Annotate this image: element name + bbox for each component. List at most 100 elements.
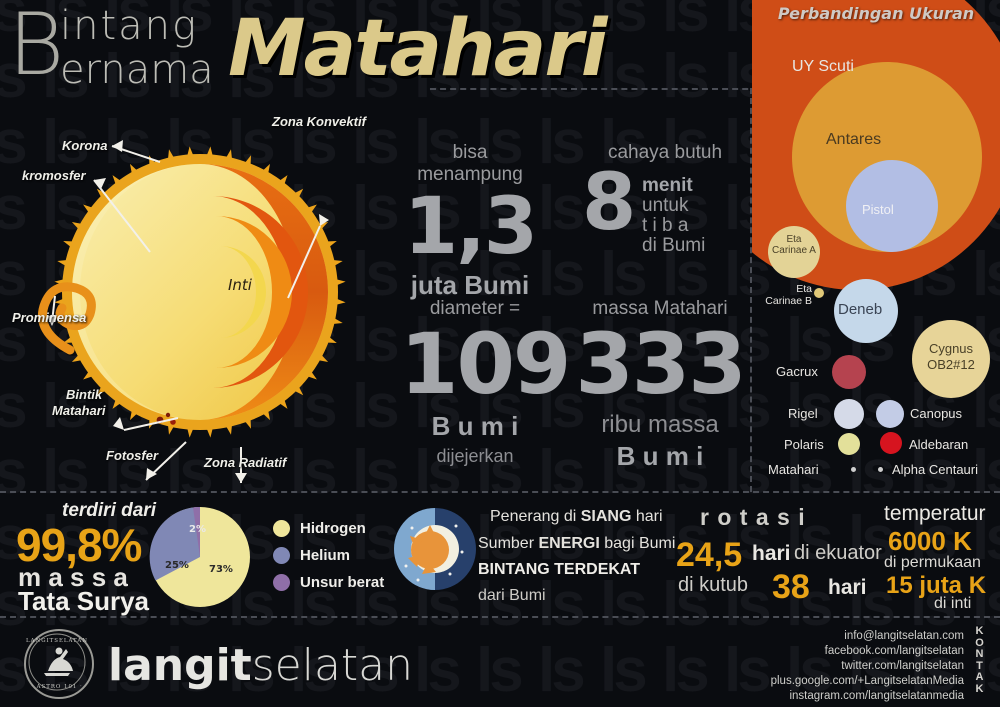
sun-label-kromosfer: kromosfer bbox=[22, 168, 86, 183]
legend-dot-hidrogen bbox=[273, 520, 290, 537]
temperature-title: temperatur bbox=[884, 502, 986, 525]
star-panel-title: Perbandingan Ukuran bbox=[777, 4, 975, 23]
title-line-bintang: intang bbox=[60, 3, 199, 49]
role-line-2: Sumber ENERGI bagi Bumi bbox=[478, 535, 675, 553]
stat-diameter-value: 109 bbox=[400, 315, 571, 413]
divider-star-panel bbox=[750, 88, 752, 492]
logo-badge-top-text: LANGITSELATAN bbox=[26, 638, 88, 644]
composition-caption: terdiri dari bbox=[62, 500, 156, 521]
sun-label-fotosfer: Fotosfer bbox=[106, 448, 158, 463]
brand-langit: langit bbox=[108, 640, 252, 691]
header: B intang ernama Matahari bbox=[0, 0, 750, 94]
contact-twitter[interactable]: twitter.com/langitselatan bbox=[841, 660, 964, 672]
role-2a: Sumber bbox=[478, 535, 539, 552]
stat-light-value: 8 bbox=[582, 158, 636, 248]
legend-dot-helium bbox=[273, 547, 290, 564]
legend-label-unsur-berat: Unsur berat bbox=[300, 574, 385, 591]
temperature-core-value: 15 juta K bbox=[886, 572, 987, 599]
star-circle-polaris bbox=[838, 433, 860, 455]
sun-label-prominensa: Prominensa bbox=[12, 310, 87, 325]
rotation-title: r o t a s i bbox=[700, 504, 806, 530]
legend-label-helium: Helium bbox=[300, 547, 351, 564]
star-circle-cygnus-ob2 bbox=[912, 320, 990, 398]
role-line-4: dari Bumi bbox=[478, 587, 546, 604]
star-label-gacrux: Gacrux bbox=[776, 364, 818, 379]
stat-diameter-sub2: dijejerkan bbox=[436, 445, 514, 466]
star-circle-eta-carinae-a bbox=[768, 226, 820, 278]
eta-a-line1: Eta bbox=[786, 234, 802, 245]
contact-googleplus[interactable]: plus.google.com/+LangitselatanMedia bbox=[770, 675, 964, 687]
star-circle-canopus bbox=[876, 400, 904, 428]
stat-mass-caption: massa Matahari bbox=[592, 298, 728, 319]
star-label-pistol: Pistol bbox=[862, 202, 894, 217]
stat-light-caption: cahaya butuh bbox=[607, 142, 723, 163]
star-label-eta-carinae-a: Eta Carinae A bbox=[768, 234, 820, 256]
brand-wordmark: langitselatan bbox=[108, 640, 413, 691]
stat-mass-value: 333 bbox=[575, 315, 746, 413]
star-size-comparison-panel: Perbandingan Ukuran UY Scuti Antares Pis… bbox=[752, 0, 1000, 492]
role-1a: Penerang di bbox=[490, 508, 581, 525]
sun-label-bintik-1: Bintik bbox=[66, 387, 103, 402]
contact-email[interactable]: info@langitselatan.com bbox=[844, 630, 964, 642]
sun-cutaway-diagram: Inti Korona kromosfer Prominensa Bintik … bbox=[0, 100, 390, 485]
stat-light-l2: untuk bbox=[642, 195, 689, 216]
eta-b-line1: Eta bbox=[796, 283, 812, 295]
star-label-uy-scuti: UY Scuti bbox=[792, 58, 854, 75]
stat-capacity-caption: bisa menampung bbox=[417, 142, 523, 185]
temperature-core-where: di inti bbox=[934, 595, 972, 612]
star-label-alpha-centauri: Alpha Centauri bbox=[892, 462, 978, 477]
stat-light-l1: menit bbox=[642, 175, 693, 196]
stat-light-l3: t i b a bbox=[642, 215, 689, 236]
composition-line2: m a s s a bbox=[18, 562, 128, 592]
stat-light-time: cahaya butuh 8 menit untuk t i b a di Bu… bbox=[580, 142, 750, 274]
eta-b-line2: Carinae B bbox=[765, 295, 812, 307]
stat-capacity-sub: juta Bumi bbox=[410, 269, 530, 300]
stat-mass: massa Matahari 333 ribu massa B u m i bbox=[570, 298, 750, 472]
divider-bottom-band bbox=[0, 491, 1000, 493]
logo-badge-art: LANGITSELATAN · ASTRO 101 · bbox=[26, 633, 88, 691]
role-1c: hari bbox=[631, 508, 663, 525]
star-label-matahari: Matahari bbox=[768, 462, 819, 477]
contact-instagram[interactable]: instagram.com/langitselatanmedia bbox=[789, 690, 964, 702]
stat-mass-sub: B u m i bbox=[616, 440, 704, 471]
sun-label-inti: Inti bbox=[228, 276, 253, 294]
star-circle-alpha-centauri bbox=[878, 467, 883, 472]
star-circle-eta-carinae-b bbox=[814, 288, 824, 298]
stat-capacity-value: 1,3 bbox=[403, 182, 538, 272]
rotation-polar-value: 24,5 bbox=[676, 536, 743, 574]
star-label-aldebaran: Aldebaran bbox=[909, 437, 969, 452]
sun-illustration: Inti bbox=[38, 140, 346, 483]
logo-badge-bottom-text: · ASTRO 101 · bbox=[31, 684, 83, 690]
stat-capacity: bisa menampung 1,3 juta Bumi bbox=[400, 142, 540, 301]
star-circle-gacrux bbox=[832, 355, 866, 389]
role-2b: ENERGI bbox=[538, 535, 600, 552]
composition-percent: 99,8% bbox=[16, 519, 142, 571]
composition-pie-chart: 73% 25% 2% bbox=[149, 506, 250, 607]
composition-line3: Tata Surya bbox=[18, 586, 150, 616]
stat-diameter: diameter = 109 B u m i dijejerkan bbox=[400, 298, 571, 467]
sun-label-zona-konvektif: Zona Konvektif bbox=[272, 114, 366, 129]
legend-label-hidrogen: Hidrogen bbox=[300, 520, 366, 537]
day-night-illustration bbox=[394, 508, 476, 590]
star-label-rigel: Rigel bbox=[788, 406, 818, 421]
langitselatan-logo-badge: LANGITSELATAN · ASTRO 101 · bbox=[24, 629, 94, 699]
brand-selatan: selatan bbox=[251, 640, 414, 691]
star-label-eta-carinae-b: Eta Carinae B bbox=[758, 283, 812, 307]
rotation-equator-where: di ekuator bbox=[794, 542, 882, 564]
star-label-cygnus-ob2: Cygnus OB2#12 bbox=[912, 341, 990, 373]
divider-header bbox=[430, 88, 1000, 90]
star-circle-aldebaran bbox=[880, 432, 902, 454]
star-circle-pistol bbox=[846, 160, 938, 252]
footer: LANGITSELATAN · ASTRO 101 · langitselata… bbox=[0, 618, 1000, 707]
sun-label-bintik-2: Matahari bbox=[52, 403, 106, 418]
title-line-bernama: ernama bbox=[60, 47, 214, 93]
rotation-equator-unit: hari bbox=[828, 576, 867, 599]
star-circle-deneb bbox=[834, 279, 898, 343]
star-label-polaris: Polaris bbox=[784, 437, 824, 452]
role-2c: bagi Bumi bbox=[599, 535, 676, 552]
eta-a-line2: Carinae A bbox=[772, 245, 816, 256]
role-1b: SIANG bbox=[580, 508, 632, 525]
contact-facebook[interactable]: facebook.com/langitselatan bbox=[824, 645, 964, 657]
